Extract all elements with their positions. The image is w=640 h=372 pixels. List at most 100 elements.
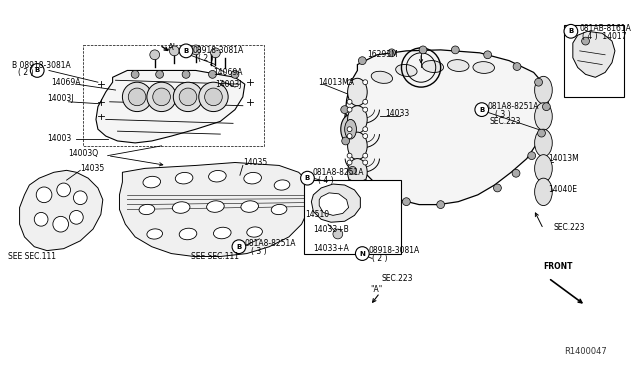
Text: ( 4 )  14017: ( 4 ) 14017 bbox=[582, 32, 626, 41]
Ellipse shape bbox=[241, 201, 259, 212]
Circle shape bbox=[150, 50, 159, 60]
Text: 14069A: 14069A bbox=[214, 68, 243, 77]
Text: ( 2 ): ( 2 ) bbox=[198, 54, 213, 63]
Text: 14035: 14035 bbox=[80, 164, 104, 173]
Text: 14003J: 14003J bbox=[216, 80, 242, 89]
Circle shape bbox=[74, 191, 87, 205]
Circle shape bbox=[36, 187, 52, 203]
Circle shape bbox=[173, 82, 203, 112]
Text: 14003: 14003 bbox=[47, 134, 71, 142]
Text: 08918-3081A: 08918-3081A bbox=[193, 46, 244, 55]
Polygon shape bbox=[573, 31, 615, 77]
Circle shape bbox=[147, 82, 176, 112]
Circle shape bbox=[564, 25, 578, 38]
Circle shape bbox=[484, 51, 492, 59]
Circle shape bbox=[70, 211, 83, 224]
Circle shape bbox=[388, 49, 396, 57]
Text: 14040E: 14040E bbox=[548, 185, 577, 195]
Circle shape bbox=[403, 198, 410, 206]
Ellipse shape bbox=[147, 229, 163, 239]
Text: SEC.223: SEC.223 bbox=[553, 222, 585, 232]
Circle shape bbox=[512, 169, 520, 177]
Circle shape bbox=[363, 134, 368, 138]
Ellipse shape bbox=[534, 103, 552, 130]
Text: B 08918-3081A: B 08918-3081A bbox=[12, 61, 70, 70]
Ellipse shape bbox=[247, 227, 262, 237]
Text: "A": "A" bbox=[370, 285, 382, 294]
Ellipse shape bbox=[422, 61, 444, 73]
Text: 14033: 14033 bbox=[385, 109, 409, 118]
Text: 081AB-8161A: 081AB-8161A bbox=[580, 24, 632, 33]
Circle shape bbox=[179, 44, 193, 58]
Circle shape bbox=[363, 127, 368, 132]
Circle shape bbox=[493, 184, 501, 192]
Ellipse shape bbox=[534, 76, 552, 104]
Ellipse shape bbox=[175, 172, 193, 184]
Circle shape bbox=[347, 180, 352, 185]
Circle shape bbox=[231, 70, 239, 78]
Circle shape bbox=[179, 88, 197, 106]
Ellipse shape bbox=[172, 202, 190, 213]
Ellipse shape bbox=[348, 78, 367, 106]
Text: 14013MA: 14013MA bbox=[318, 78, 354, 87]
Ellipse shape bbox=[340, 115, 360, 144]
Circle shape bbox=[199, 82, 228, 112]
Circle shape bbox=[363, 160, 368, 165]
Ellipse shape bbox=[371, 71, 392, 83]
Circle shape bbox=[582, 37, 589, 45]
Circle shape bbox=[209, 70, 216, 78]
Text: 14003J: 14003J bbox=[47, 94, 74, 103]
Circle shape bbox=[57, 183, 70, 197]
Ellipse shape bbox=[179, 228, 196, 240]
Text: 14510: 14510 bbox=[305, 210, 330, 219]
Circle shape bbox=[419, 46, 427, 54]
Circle shape bbox=[232, 240, 246, 254]
Text: B: B bbox=[35, 67, 40, 73]
Text: B: B bbox=[184, 48, 189, 54]
Ellipse shape bbox=[274, 180, 290, 190]
Circle shape bbox=[451, 46, 460, 54]
Text: ( 3 ): ( 3 ) bbox=[251, 247, 266, 256]
Ellipse shape bbox=[348, 106, 367, 133]
Text: ( 3 ): ( 3 ) bbox=[495, 110, 511, 119]
Polygon shape bbox=[120, 163, 312, 257]
Circle shape bbox=[347, 160, 352, 165]
Circle shape bbox=[528, 152, 536, 160]
Circle shape bbox=[347, 134, 352, 138]
Circle shape bbox=[363, 80, 368, 85]
Ellipse shape bbox=[244, 172, 261, 184]
Ellipse shape bbox=[534, 155, 552, 182]
Text: 081A8-8251A: 081A8-8251A bbox=[312, 168, 364, 177]
Ellipse shape bbox=[348, 132, 367, 160]
Text: B: B bbox=[479, 107, 484, 113]
Text: ( 2 ): ( 2 ) bbox=[372, 254, 388, 263]
Circle shape bbox=[170, 46, 179, 56]
Ellipse shape bbox=[207, 201, 224, 212]
Polygon shape bbox=[96, 70, 244, 143]
Text: B: B bbox=[568, 28, 573, 34]
Ellipse shape bbox=[214, 227, 231, 239]
Text: 14033+A: 14033+A bbox=[314, 244, 349, 253]
Circle shape bbox=[347, 127, 352, 132]
Circle shape bbox=[363, 180, 368, 185]
Text: 08918-3081A: 08918-3081A bbox=[368, 246, 419, 255]
Circle shape bbox=[370, 184, 378, 192]
Ellipse shape bbox=[139, 204, 155, 215]
Text: ( 2 ): ( 2 ) bbox=[18, 68, 33, 77]
Circle shape bbox=[35, 212, 48, 226]
Polygon shape bbox=[312, 184, 360, 222]
Text: SEC.223: SEC.223 bbox=[382, 273, 413, 283]
Circle shape bbox=[122, 82, 152, 112]
Circle shape bbox=[358, 57, 366, 65]
Ellipse shape bbox=[447, 60, 469, 71]
Text: 14003Q: 14003Q bbox=[68, 149, 99, 158]
Circle shape bbox=[205, 88, 222, 106]
Circle shape bbox=[347, 99, 352, 104]
Circle shape bbox=[182, 70, 190, 78]
Circle shape bbox=[436, 201, 445, 209]
Text: A': A' bbox=[168, 44, 177, 52]
Text: FRONT: FRONT bbox=[543, 262, 573, 271]
Ellipse shape bbox=[473, 62, 495, 73]
Text: SEC.223: SEC.223 bbox=[490, 117, 521, 126]
Text: R1400047: R1400047 bbox=[564, 347, 607, 356]
